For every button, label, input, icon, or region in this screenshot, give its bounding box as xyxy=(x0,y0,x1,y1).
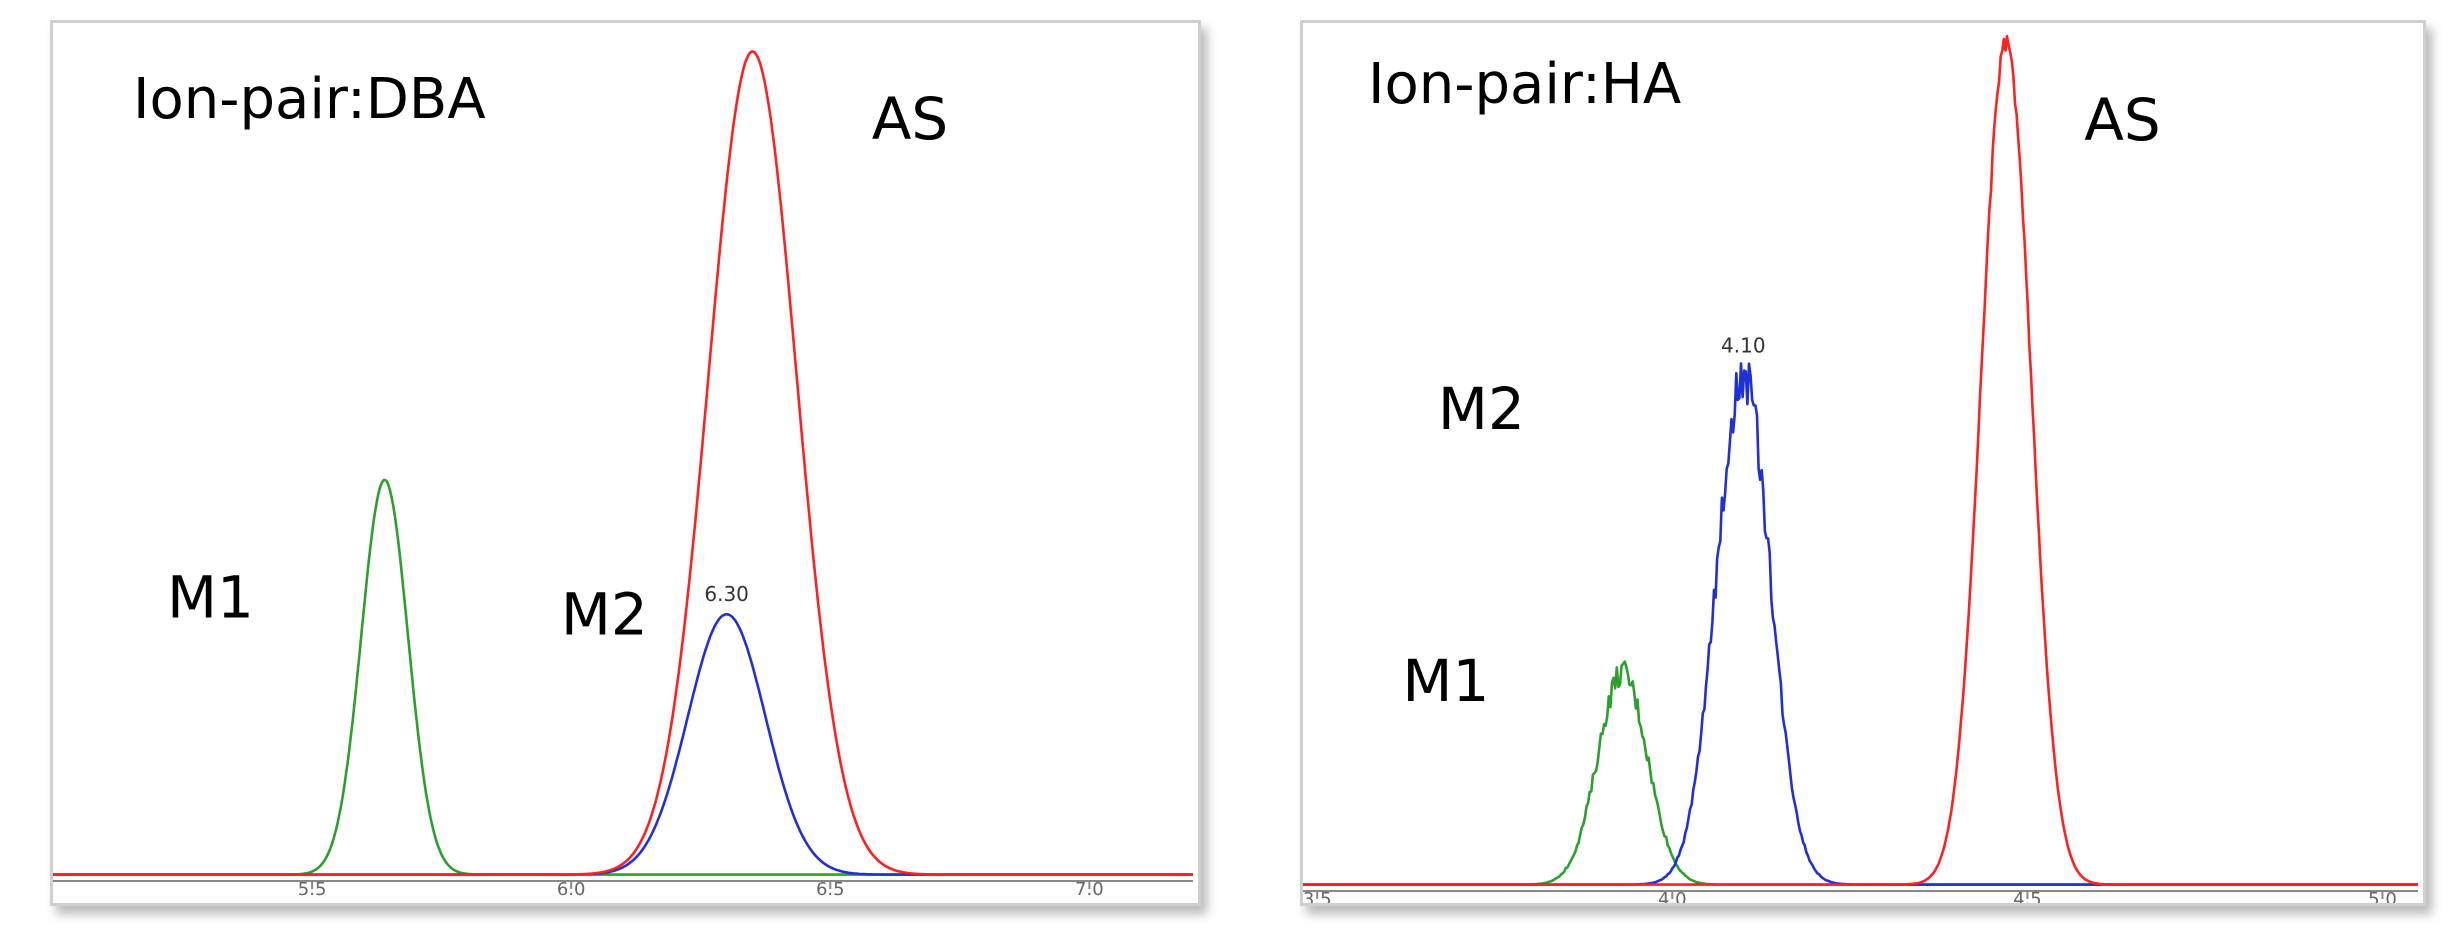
peak-label-as: AS xyxy=(872,85,949,153)
x-tick-label: 4.0 xyxy=(1658,889,1687,903)
retention-time-label: 6.30 xyxy=(704,582,749,606)
series-as xyxy=(1303,34,2418,886)
chromatogram-panel-dba: Ion-pair:DBA 5.5 6.0 6.5 7.0 M1 M2 AS 6.30 xyxy=(50,20,1201,906)
x-tick-label: 7.0 xyxy=(1075,879,1104,900)
retention-time-label: 4.10 xyxy=(1721,334,1766,358)
x-tick-label: 5.0 xyxy=(2368,889,2397,903)
peak-label-m2: M2 xyxy=(1438,375,1525,443)
series-m1 xyxy=(53,478,1193,876)
x-tick-label: 6.5 xyxy=(816,879,845,900)
x-tick-label: 5.5 xyxy=(298,879,327,900)
peak-label-m1: M1 xyxy=(1402,647,1489,715)
x-tick-label: 3.5 xyxy=(1303,889,1332,903)
chart-title: Ion-pair:HA xyxy=(1368,52,1681,117)
x-tick-label: 4.5 xyxy=(2013,889,2042,903)
series-as xyxy=(53,50,1193,876)
chart-title: Ion-pair:DBA xyxy=(133,67,486,132)
peak-label-m1: M1 xyxy=(167,564,254,632)
chromatogram-chart-dba: Ion-pair:DBA 5.5 6.0 6.5 7.0 M1 M2 AS 6.30 xyxy=(53,50,1193,900)
x-tick-label: 6.0 xyxy=(557,879,586,900)
chromatogram-chart-ha: Ion-pair:HA 3.5 4.0 4.5 5.0 M1 M2 AS 4.10 xyxy=(1303,34,2418,903)
peak-label-m2: M2 xyxy=(561,580,648,648)
chromatogram-panel-ha: Ion-pair:HA 3.5 4.0 4.5 5.0 M1 M2 AS 4.10 xyxy=(1300,20,2426,906)
series-m2 xyxy=(53,613,1193,876)
peak-label-as: AS xyxy=(2084,86,2161,154)
